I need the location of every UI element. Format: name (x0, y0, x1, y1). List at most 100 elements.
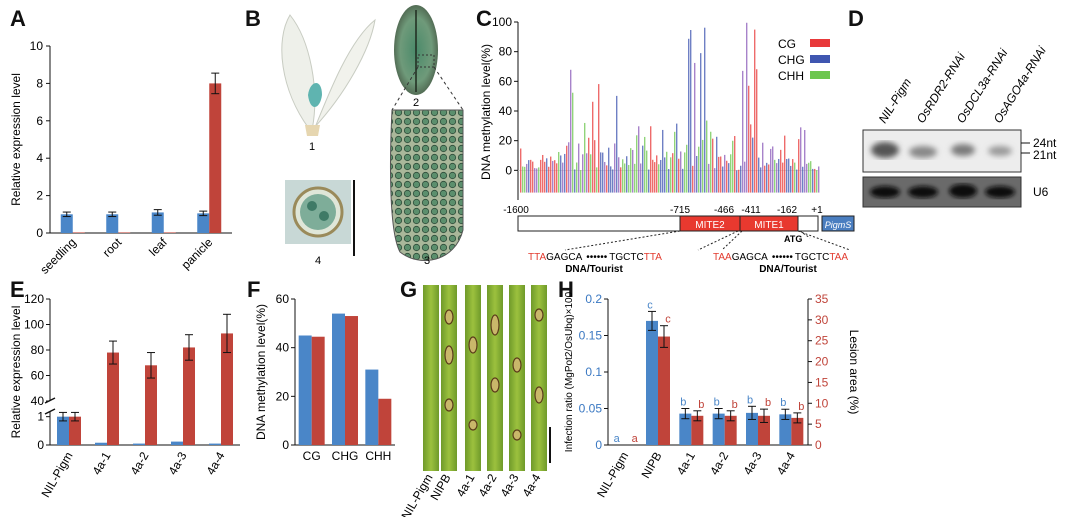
c-methylation-bar (666, 151, 668, 193)
c-methylation-bar (624, 163, 626, 193)
c-methylation-bar (578, 143, 580, 193)
anther-image (394, 5, 438, 95)
f-category-label: CHG (332, 449, 359, 463)
c-methylation-bar (718, 156, 720, 193)
chart-e: 40 60 80 100 120 0 1 Relative expression level N… (9, 292, 240, 500)
e-bar (171, 441, 183, 445)
c-ytick-label: 100 (492, 15, 512, 29)
e-ytick-label: 120 (24, 292, 44, 306)
c-methylation-bar (762, 142, 764, 193)
e-category-label: 4a-4 (203, 449, 227, 477)
h-right-tick-label: 15 (815, 375, 829, 389)
leaf-blade (531, 285, 547, 471)
pos-label-411: -411 (741, 205, 761, 216)
h-left-tick-label: 0.1 (585, 365, 602, 379)
c-methylation-bar (790, 165, 792, 193)
c-methylation-bar (580, 170, 582, 193)
c-methylation-bar (532, 161, 534, 193)
c-methylation-bar (614, 143, 616, 193)
c-methylation-bar (662, 129, 664, 193)
zoom-line-left (391, 66, 419, 111)
h-left-tick-label: 0.15 (579, 329, 603, 343)
f-ytick-label: 40 (276, 341, 290, 355)
c-methylation-bar (684, 152, 686, 193)
h-bar (712, 413, 725, 445)
c-methylation-bar (754, 29, 756, 193)
c-methylation-bar (794, 162, 796, 193)
c-methylation-bar (700, 53, 702, 193)
c-methylation-bar (612, 169, 614, 193)
h-significance-letter: b (780, 397, 786, 409)
c-methylation-bar (676, 123, 678, 193)
c-methylation-bar (688, 38, 690, 193)
h-significance-letter: c (647, 299, 653, 311)
c-ytick-label: 40 (499, 104, 513, 118)
c-methylation-bar (608, 147, 610, 193)
h-category-label: 4a-4 (774, 449, 798, 477)
pos-label-162: -162 (777, 205, 797, 216)
h-category-label: 4a-1 (674, 449, 698, 477)
c-methylation-bar (632, 149, 634, 193)
e-bar (209, 443, 221, 445)
c-methylation-bar (522, 166, 524, 193)
leaf-lesion (490, 314, 500, 336)
c-legend-swatch (810, 55, 830, 63)
h-bar (758, 415, 770, 445)
h-category-label: 4a-3 (740, 449, 764, 477)
c-methylation-bar (636, 135, 638, 193)
pos-label-1600: -1600 (503, 205, 529, 216)
c-methylation-bar (732, 140, 734, 193)
c-methylation-bar (530, 159, 532, 193)
c-methylation-bar (706, 120, 708, 193)
a-bar (72, 232, 85, 233)
c-methylation-bar (554, 160, 556, 193)
g-leaf-label: 4a-2 (475, 471, 499, 499)
mite2-label: MITE2 (695, 220, 725, 231)
panel-letter-g: G (400, 277, 418, 302)
c-methylation-bar (782, 162, 784, 193)
c-methylation-bar (540, 159, 542, 193)
c-methylation-bar (776, 163, 778, 193)
c-methylation-bar (528, 160, 530, 193)
h-left-tick-label: 0 (595, 438, 602, 452)
f-ytick-label: 60 (276, 292, 290, 306)
f-bar (345, 316, 358, 445)
leaf-lesion (534, 386, 544, 404)
c-ytick-label: 20 (499, 134, 513, 148)
c-methylation-bar (582, 154, 584, 193)
c-methylation-bar (638, 126, 640, 193)
c-y-label: DNA methylation level(%) (479, 44, 493, 180)
pos-label-466: -466 (714, 205, 734, 216)
c-methylation-bar (534, 168, 536, 193)
e-bar (107, 352, 119, 445)
a-ytick-label: 10 (30, 39, 44, 53)
c-methylation-bar (646, 150, 648, 193)
c-methylation-bar (562, 162, 564, 193)
c-methylation-bar (692, 165, 694, 193)
h-right-tick-label: 25 (815, 334, 829, 348)
e-category-label: 4a-1 (89, 449, 113, 477)
c-methylation-bar (720, 156, 722, 193)
c-methylation-bar (670, 157, 672, 193)
a-category-label: seedling (37, 235, 79, 275)
c-methylation-bar (816, 170, 818, 193)
c-ytick-label: 80 (499, 45, 513, 59)
h-right-label: Lesion area (%) (847, 330, 860, 415)
h-bar (746, 412, 758, 445)
c-methylation-bar (572, 92, 574, 193)
h-significance-letter: b (765, 397, 771, 409)
c-methylation-bar (758, 157, 760, 193)
c-methylation-bar (550, 156, 552, 193)
g-leaf-label: 4a-4 (519, 471, 543, 499)
c-methylation-bar (726, 160, 728, 193)
h-right-tick-label: 5 (815, 417, 822, 431)
c-methylation-bar (714, 168, 716, 193)
c-methylation-bar (768, 164, 770, 193)
c-methylation-bar (798, 139, 800, 193)
pollen-image (285, 180, 355, 256)
c-methylation-bar (652, 159, 654, 193)
f-category-label: CG (303, 449, 321, 463)
c-methylation-bar (728, 163, 730, 193)
leaf-blade (465, 285, 481, 471)
